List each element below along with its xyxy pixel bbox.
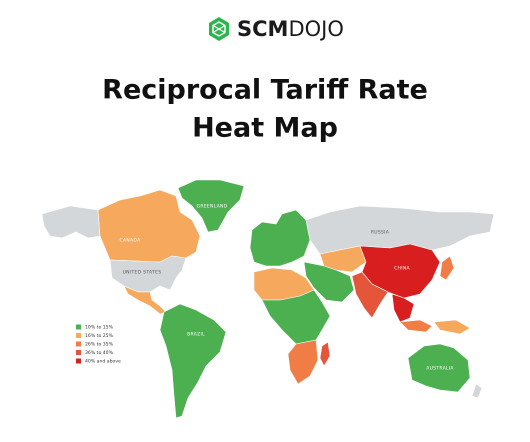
region [97, 189, 201, 263]
map-label: BRAZIL [187, 332, 205, 338]
title-line: Reciprocal Tariff Rate [102, 75, 428, 106]
legend-label: 26% to 35% [85, 342, 114, 348]
legend-label: 36% to 40% [85, 350, 114, 356]
brand: SCMDOJO [237, 17, 344, 41]
region [159, 303, 227, 419]
region [407, 343, 471, 393]
region [177, 179, 245, 233]
legend-label: 10% to 15% [85, 325, 114, 331]
region [391, 293, 415, 323]
region [303, 261, 355, 303]
map-label: CANADA [120, 238, 142, 244]
map-label: RUSSIA [371, 230, 390, 236]
legend-swatch [76, 350, 81, 355]
region [287, 339, 319, 385]
legend-swatch [76, 333, 81, 338]
region [249, 209, 311, 267]
region [471, 383, 483, 399]
map-label: AUSTRALIA [426, 366, 454, 372]
region [319, 341, 331, 367]
map-label: CHINA [394, 266, 410, 272]
legend-label: 16% to 25% [85, 333, 114, 339]
legend-swatch [76, 358, 81, 364]
logo: SCMDOJO [209, 17, 344, 41]
map-labels: GREENLAND CANADA UNITED STATES RUSSIA CHINA B… [120, 204, 455, 372]
region [351, 271, 389, 319]
legend-swatch [76, 341, 81, 347]
region [261, 289, 331, 345]
region [433, 319, 471, 335]
region [41, 205, 101, 239]
brand-bold: SCM [237, 17, 288, 41]
legend-swatch [76, 324, 81, 330]
region [439, 255, 455, 281]
region [399, 319, 433, 333]
brand-light: DOJO [288, 17, 343, 41]
legend-label: 40% and above [85, 359, 121, 365]
map-label: UNITED STATES [123, 270, 162, 276]
map-label: GREENLAND [197, 204, 228, 210]
world-map [41, 179, 495, 419]
legend: 10% to 15% 16% to 25% 26% to 35% 36% to 40%… [76, 324, 121, 365]
title-line: Heat Map [192, 113, 338, 144]
